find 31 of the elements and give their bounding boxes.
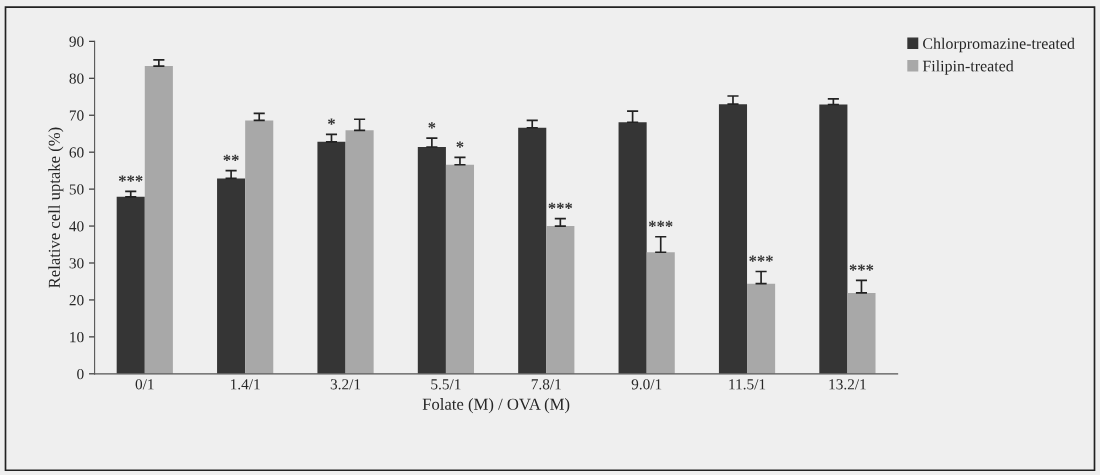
x-axis-title: Folate (M) / OVA (M) bbox=[422, 398, 570, 414]
annotation: *** bbox=[849, 264, 874, 271]
y-tick-label: 20 bbox=[69, 295, 84, 306]
y-tick-label: 90 bbox=[69, 36, 84, 47]
x-tick-label: 7.8/1 bbox=[531, 379, 561, 390]
y-tick-label: 40 bbox=[69, 221, 84, 232]
y-tick-label: 50 bbox=[69, 184, 84, 195]
y-tick-label: 0 bbox=[77, 368, 84, 380]
y-axis-title: Relative cell uptake (%) bbox=[48, 127, 64, 288]
annotation: *** bbox=[548, 202, 573, 210]
x-tick-label: 0/1 bbox=[135, 379, 154, 390]
x-tick-label: 5.5/1 bbox=[431, 379, 461, 390]
y-tick-label: 10 bbox=[70, 332, 84, 343]
y-tick-label: 70 bbox=[69, 110, 84, 121]
x-tick-label: 3.2/1 bbox=[330, 379, 361, 390]
x-tick-label: 11.5/1 bbox=[729, 379, 766, 390]
annotation: * bbox=[328, 118, 335, 125]
y-tick-label: 60 bbox=[69, 147, 84, 158]
annotation: *** bbox=[118, 175, 143, 182]
annotation: * bbox=[428, 122, 436, 129]
x-tick-label: 1.4/1 bbox=[231, 379, 260, 390]
y-tick-label: 80 bbox=[69, 73, 84, 84]
legend-label: Chlorpromazine-treated bbox=[923, 37, 1075, 53]
annotation: * bbox=[456, 141, 464, 148]
annotation: ** bbox=[223, 154, 239, 161]
legend-label: Filipin-treated bbox=[922, 60, 1014, 75]
y-tick-label: 30 bbox=[69, 258, 84, 269]
annotation: *** bbox=[749, 255, 773, 262]
x-tick-label: 9.0/1 bbox=[631, 379, 662, 390]
annotation: *** bbox=[648, 220, 673, 228]
x-tick-label: 13.2/1 bbox=[829, 379, 866, 390]
